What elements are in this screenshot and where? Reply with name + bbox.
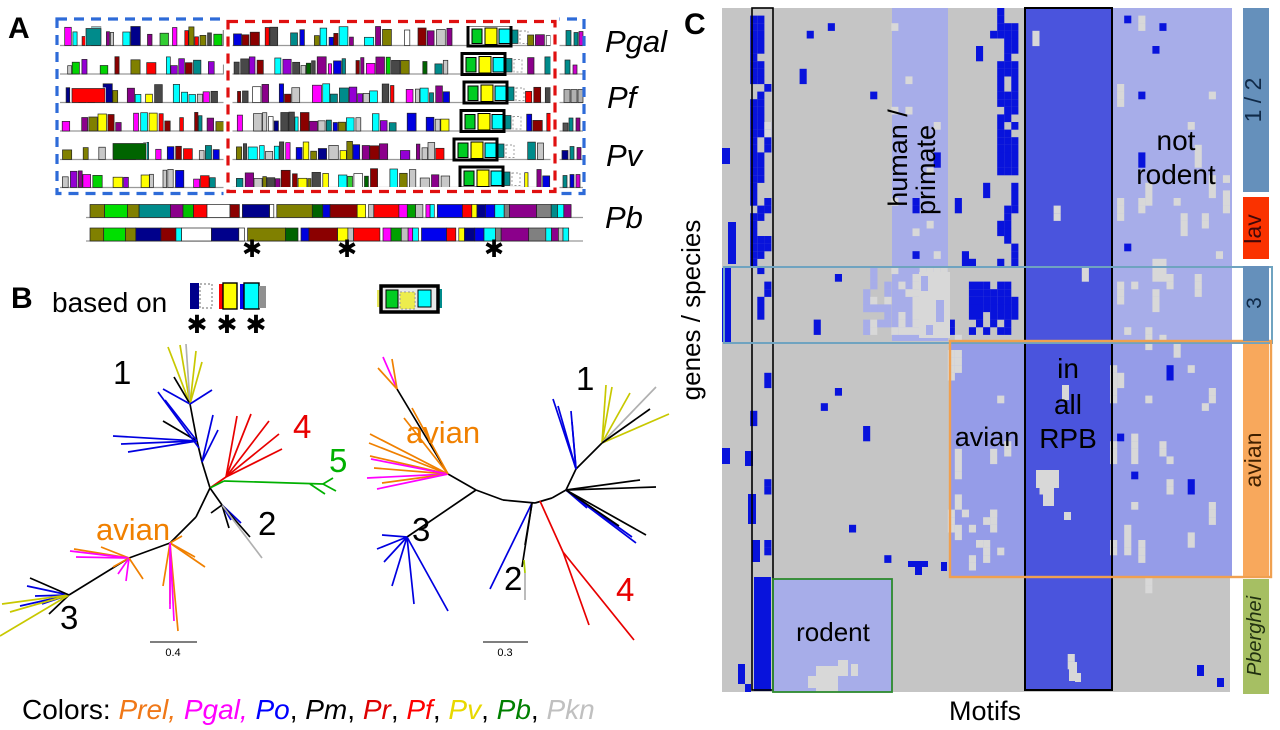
svg-text:✱: ✱	[217, 311, 238, 339]
svg-text:1 / 2: 1 / 2	[1240, 78, 1266, 123]
svg-text:rodent: rodent	[796, 617, 870, 647]
svg-text:4: 4	[616, 571, 634, 608]
svg-text:5: 5	[329, 442, 347, 479]
svg-text:RPB: RPB	[1039, 423, 1097, 454]
svg-text:Pgal: Pgal	[605, 24, 668, 59]
svg-text:Motifs: Motifs	[949, 696, 1021, 726]
svg-text:in: in	[1057, 353, 1079, 384]
svg-text:2: 2	[504, 560, 522, 597]
svg-text:B: B	[11, 282, 33, 315]
svg-text:human /: human /	[883, 109, 913, 207]
svg-text:1: 1	[113, 354, 131, 391]
svg-text:based on: based on	[52, 287, 167, 318]
svg-text:Pf: Pf	[607, 80, 640, 115]
svg-text:✱: ✱	[246, 311, 267, 339]
svg-text:4: 4	[293, 408, 311, 445]
svg-text:primate: primate	[911, 125, 941, 215]
svg-text:A: A	[8, 12, 30, 45]
svg-text:Pb: Pb	[605, 200, 643, 235]
svg-text:avian: avian	[96, 512, 170, 547]
svg-text:all: all	[1054, 389, 1082, 420]
svg-text:lav: lav	[1240, 214, 1266, 244]
svg-text:3: 3	[1243, 297, 1266, 309]
svg-text:rodent: rodent	[1136, 159, 1216, 190]
svg-text:1: 1	[576, 360, 594, 397]
svg-text:✱: ✱	[187, 311, 208, 339]
svg-text:genes / species: genes / species	[676, 220, 706, 401]
svg-text:not: not	[1157, 125, 1196, 156]
svg-text:✱: ✱	[242, 236, 262, 263]
svg-text:C: C	[684, 8, 706, 41]
svg-text:Pberghei: Pberghei	[1244, 595, 1266, 676]
svg-text:Pv: Pv	[606, 138, 644, 173]
svg-text:Colors: Prel, Pgal, Po, Pm, P: Colors: Prel, Pgal, Po, Pm, Pr, Pf, Pv, …	[22, 694, 595, 725]
svg-text:avian: avian	[955, 422, 1020, 452]
svg-text:avian: avian	[1240, 433, 1266, 488]
svg-text:avian: avian	[406, 415, 480, 450]
svg-text:✱: ✱	[484, 236, 504, 263]
svg-text:0.4: 0.4	[165, 647, 180, 659]
svg-text:3: 3	[60, 599, 78, 636]
svg-text:3: 3	[412, 511, 430, 548]
svg-text:0.3: 0.3	[497, 647, 512, 659]
svg-text:2: 2	[258, 505, 276, 542]
svg-text:✱: ✱	[337, 236, 357, 263]
